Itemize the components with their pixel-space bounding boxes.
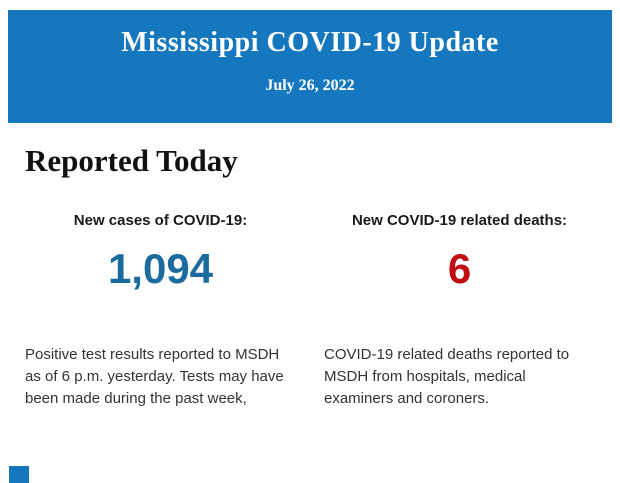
stat-column-cases: New cases of COVID-19: 1,094 Positive te… bbox=[25, 212, 296, 410]
section-heading: Reported Today bbox=[25, 143, 238, 178]
stats-grid: New cases of COVID-19: 1,094 Positive te… bbox=[0, 212, 620, 410]
next-section-cutoff-square bbox=[9, 466, 29, 483]
cases-label: New cases of COVID-19: bbox=[73, 212, 248, 229]
header-banner: Mississippi COVID-19 Update July 26, 202… bbox=[8, 10, 612, 123]
deaths-description: COVID-19 related deaths reported to MSDH… bbox=[324, 346, 570, 407]
deaths-label: New COVID-19 related deaths: bbox=[351, 212, 568, 229]
newsletter-title: Mississippi COVID-19 Update bbox=[121, 27, 499, 58]
cases-value: 1,094 bbox=[107, 245, 214, 292]
cases-description: Positive test results reported to MSDH a… bbox=[25, 346, 284, 407]
newsletter-date: July 26, 2022 bbox=[265, 77, 355, 94]
deaths-value: 6 bbox=[447, 245, 472, 292]
stat-column-deaths: New COVID-19 related deaths: 6 COVID-19 … bbox=[324, 212, 595, 410]
